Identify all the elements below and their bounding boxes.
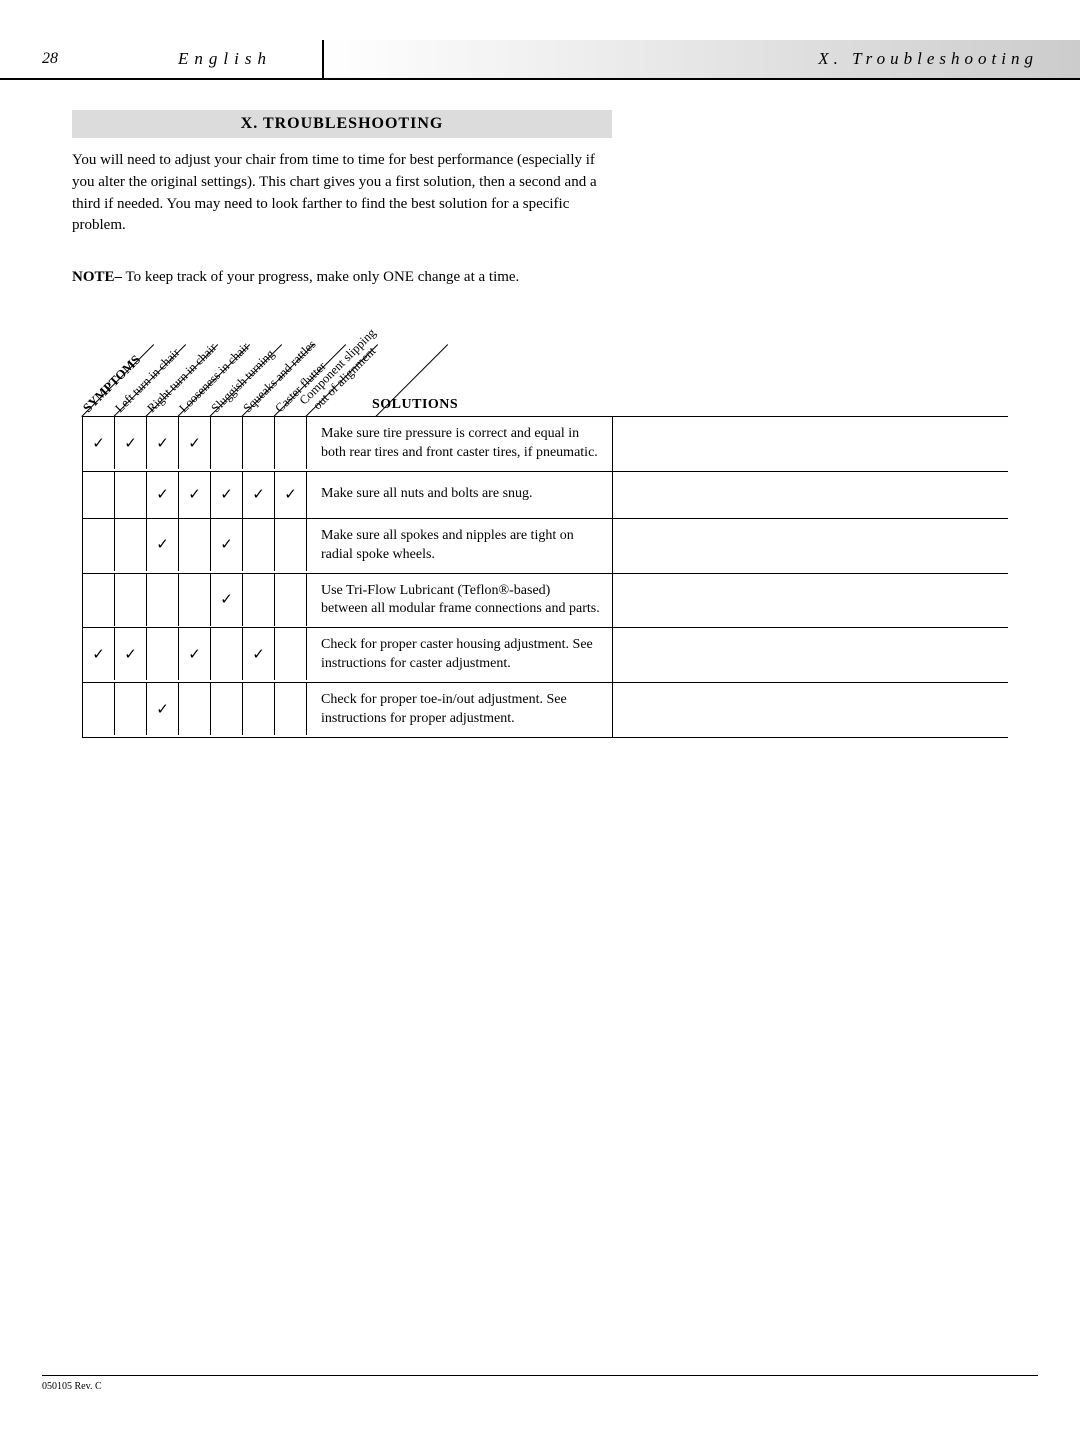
solution-cell: Make sure all spokes and nipples are tig… [307, 519, 613, 573]
check-cell: ✓ [243, 628, 275, 680]
check-cell [147, 628, 179, 680]
check-cell: ✓ [275, 472, 307, 518]
check-cell: ✓ [147, 519, 179, 571]
solutions-header: SOLUTIONS [372, 397, 458, 413]
page-header: 28 English X. Troubleshooting [0, 40, 1080, 80]
check-cell: ✓ [211, 574, 243, 626]
diagonal-headers: SYMPTOMS Left turn in chair Right turn i… [82, 326, 1008, 416]
page-footer: 050105 Rev. C [42, 1375, 1038, 1392]
check-cell: ✓ [179, 628, 211, 680]
intro-text: You will need to adjust your chair from … [72, 150, 617, 237]
check-cell [275, 417, 307, 469]
check-cell [275, 628, 307, 680]
table-row: ✓✓✓✓✓Make sure all nuts and bolts are sn… [83, 472, 1008, 519]
check-cell [243, 519, 275, 571]
check-cell [243, 683, 275, 735]
solution-cell: Check for proper caster housing adjustme… [307, 628, 613, 682]
note-label: NOTE– [72, 269, 122, 285]
check-cell [179, 574, 211, 626]
solution-cell: Make sure all nuts and bolts are snug. [307, 472, 613, 518]
check-cell [83, 683, 115, 735]
table-row: ✓✓✓✓Check for proper caster housing adju… [83, 628, 1008, 683]
check-cell [83, 472, 115, 518]
table-row: ✓ Use Tri-Flow Lubricant (Teflon®-based) … [83, 574, 1008, 629]
table-row: ✓ Check for proper toe-in/out adjustment.… [83, 683, 1008, 738]
page-number: 28 [42, 50, 58, 68]
check-cell: ✓ [147, 683, 179, 735]
check-cell [211, 628, 243, 680]
check-cell [275, 519, 307, 571]
check-cell [243, 574, 275, 626]
troubleshooting-chart: SYMPTOMS Left turn in chair Right turn i… [82, 326, 1008, 738]
check-cell: ✓ [211, 519, 243, 571]
header-language: English [178, 49, 272, 69]
note-text: NOTE– To keep track of your progress, ma… [72, 269, 1008, 286]
check-cell: ✓ [115, 628, 147, 680]
note-body: To keep track of your progress, make onl… [122, 269, 519, 285]
check-cell [147, 574, 179, 626]
check-cell: ✓ [83, 417, 115, 469]
check-cell [115, 472, 147, 518]
check-cell [211, 683, 243, 735]
check-cell: ✓ [179, 417, 211, 469]
solution-cell: Check for proper toe-in/out adjustment. … [307, 683, 613, 737]
check-cell [179, 683, 211, 735]
check-cell: ✓ [211, 472, 243, 518]
check-cell: ✓ [83, 628, 115, 680]
check-cell [243, 417, 275, 469]
check-cell: ✓ [147, 472, 179, 518]
troubleshooting-table: ✓✓✓✓Make sure tire pressure is correct a… [82, 416, 1008, 738]
check-cell [275, 683, 307, 735]
check-cell [179, 519, 211, 571]
check-cell [275, 574, 307, 626]
content-area: X. TROUBLESHOOTING You will need to adju… [0, 80, 1080, 738]
header-left: 28 English [0, 40, 322, 78]
table-row: ✓✓✓✓Make sure tire pressure is correct a… [83, 416, 1008, 472]
check-cell: ✓ [147, 417, 179, 469]
header-section: X. Troubleshooting [324, 40, 1080, 78]
solution-cell: Use Tri-Flow Lubricant (Teflon®-based) b… [307, 574, 613, 628]
check-cell: ✓ [179, 472, 211, 518]
check-cell [211, 417, 243, 469]
check-cell [115, 519, 147, 571]
check-cell: ✓ [243, 472, 275, 518]
check-cell [83, 519, 115, 571]
check-cell [83, 574, 115, 626]
table-row: ✓ ✓ Make sure all spokes and nipples are t… [83, 519, 1008, 574]
solution-cell: Make sure tire pressure is correct and e… [307, 417, 613, 471]
section-title: X. TROUBLESHOOTING [72, 110, 612, 138]
check-cell [115, 683, 147, 735]
check-cell: ✓ [115, 417, 147, 469]
footer-rev: 050105 Rev. C [42, 1381, 102, 1392]
check-cell [115, 574, 147, 626]
